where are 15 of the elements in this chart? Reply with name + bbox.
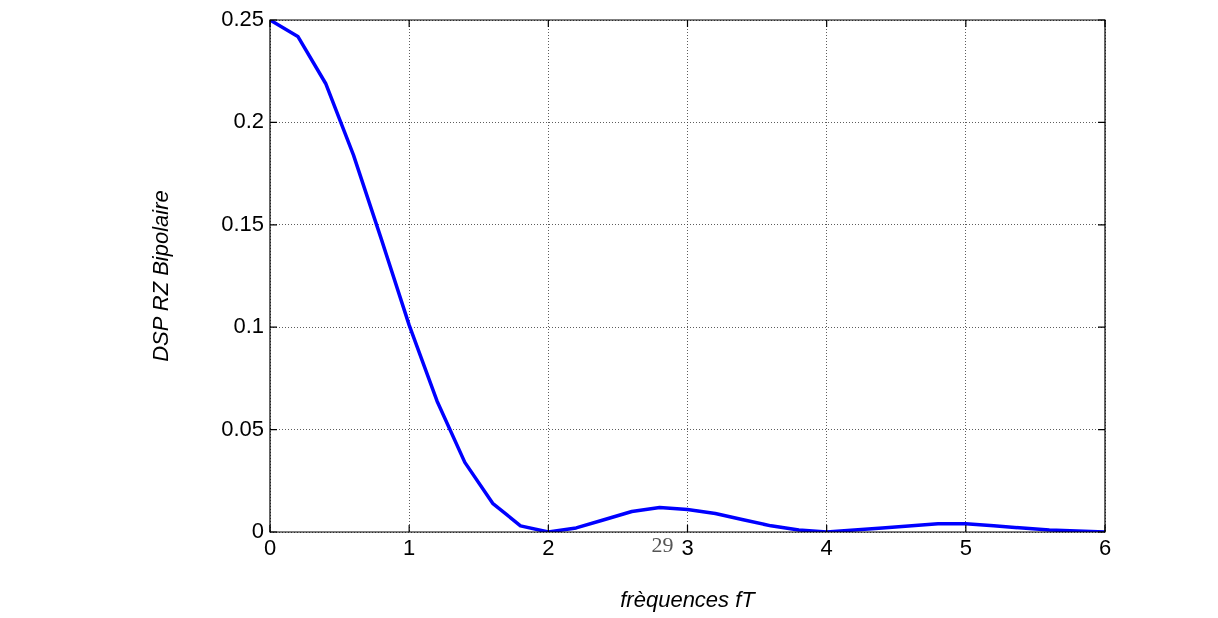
- x-tick-label: 4: [820, 535, 833, 561]
- y-tick-label: 0.1: [233, 313, 264, 339]
- annotation: 29: [651, 531, 674, 557]
- y-tick-label: 0.15: [221, 210, 264, 236]
- y-tick-label: 0.25: [221, 6, 264, 32]
- x-tick-label: 3: [681, 535, 694, 561]
- x-tick-label: 2: [542, 535, 555, 561]
- x-axis-title: frèquences fT: [620, 586, 757, 612]
- y-tick-label: 0.2: [233, 108, 264, 134]
- y-tick-label: 0: [251, 518, 264, 544]
- x-tick-label: 1: [403, 535, 416, 561]
- x-tick-label: 6: [1098, 535, 1112, 561]
- x-tick-label: 5: [959, 535, 972, 561]
- y-tick-label: 0.05: [221, 415, 264, 441]
- y-axis-title: DSP RZ Bipolaire: [148, 190, 174, 362]
